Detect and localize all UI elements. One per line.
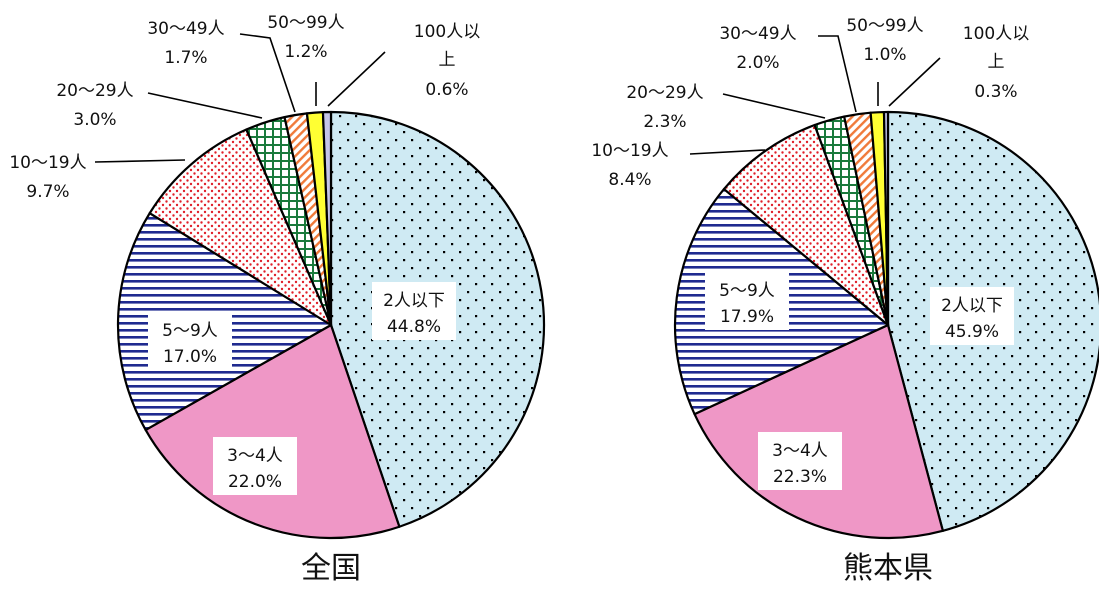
pie-slice-1-7 (882, 110, 890, 327)
slice-value-1-5: 2.0% (736, 53, 779, 73)
slice-name-0-3: 10〜19人 (9, 153, 86, 173)
slice-name-1-0: 2人以下 (941, 296, 1003, 316)
slice-name-0-4: 20〜29人 (56, 81, 133, 101)
pie-slice-1-1 (693, 323, 944, 540)
slice-value-1-2: 17.9% (720, 307, 774, 327)
slice-name-0-0: 2人以下 (383, 291, 445, 311)
leader-line-1-5 (818, 35, 857, 113)
slice-value-0-3: 9.7% (26, 182, 69, 202)
slice-name-1-7: 100人以 (963, 24, 1029, 44)
chart-title-0: 全国 (301, 551, 361, 586)
slice-value-0-6: 1.2% (284, 42, 327, 62)
slice-name-0-2: 5〜9人 (162, 321, 218, 341)
slice-value-1-3: 8.4% (608, 170, 651, 190)
slice-value-0-1: 22.0% (228, 472, 282, 492)
slice-name-0-1: 3〜4人 (227, 446, 283, 466)
slice-label-bg-1-0 (930, 287, 1014, 345)
leader-line-0-5 (239, 33, 296, 113)
leader-line-0-7 (327, 51, 386, 107)
slice-label-bg-0-1 (213, 437, 297, 495)
slice-label-bg-1-1 (758, 432, 842, 490)
slice-name-tail-0-7: 上 (439, 50, 456, 70)
slice-name-1-4: 20〜29人 (626, 83, 703, 103)
leader-line-1-3 (689, 149, 766, 155)
leader-line-0-4 (147, 92, 263, 119)
pie-chart-national: 2人以下 44.8% 3〜4人 22.0% 5〜9人 17.0% 10〜19人 9.7% 20〜… (9, 13, 546, 586)
slice-name-tail-1-7: 上 (988, 52, 1005, 72)
slice-value-0-2: 17.0% (163, 347, 217, 367)
leader-line-1-7 (888, 57, 941, 107)
slice-name-1-6: 50〜99人 (846, 16, 923, 36)
pie-slice-0-1 (144, 323, 401, 540)
slice-name-0-5: 30〜49人 (147, 19, 224, 39)
slice-name-1-1: 3〜4人 (772, 441, 828, 461)
slice-value-1-1: 22.3% (773, 467, 827, 487)
slice-name-0-6: 50〜99人 (267, 13, 344, 33)
pie-slice-1-3 (722, 123, 890, 327)
chart-title-1: 熊本県 (843, 551, 933, 586)
slice-value-1-7: 0.3% (974, 82, 1017, 102)
slice-value-1-4: 2.3% (643, 112, 686, 132)
pie-chart-kumamoto: 2人以下 45.9% 3〜4人 22.3% 5〜9人 17.9% 10〜19人 8.4% 20〜… (591, 16, 1099, 586)
slice-name-0-7: 100人以 (414, 22, 480, 42)
slice-value-0-7: 0.6% (425, 80, 468, 100)
slice-name-1-2: 5〜9人 (719, 281, 775, 301)
slice-value-0-4: 3.0% (73, 110, 116, 130)
slice-name-1-3: 10〜19人 (591, 141, 668, 161)
pie-slice-0-7 (321, 110, 333, 327)
pie-slice-0-3 (148, 128, 333, 327)
leader-line-0-3 (94, 159, 186, 163)
slice-label-bg-0-0 (372, 282, 456, 340)
slice-value-1-6: 1.0% (863, 45, 906, 65)
slice-value-0-5: 1.7% (164, 48, 207, 68)
slice-label-bg-1-2 (705, 272, 789, 330)
slice-name-1-5: 30〜49人 (719, 24, 796, 44)
slice-value-1-0: 45.9% (945, 322, 999, 342)
leader-line-1-4 (722, 93, 826, 119)
slice-label-bg-0-2 (148, 312, 232, 370)
slice-value-0-0: 44.8% (387, 317, 441, 337)
